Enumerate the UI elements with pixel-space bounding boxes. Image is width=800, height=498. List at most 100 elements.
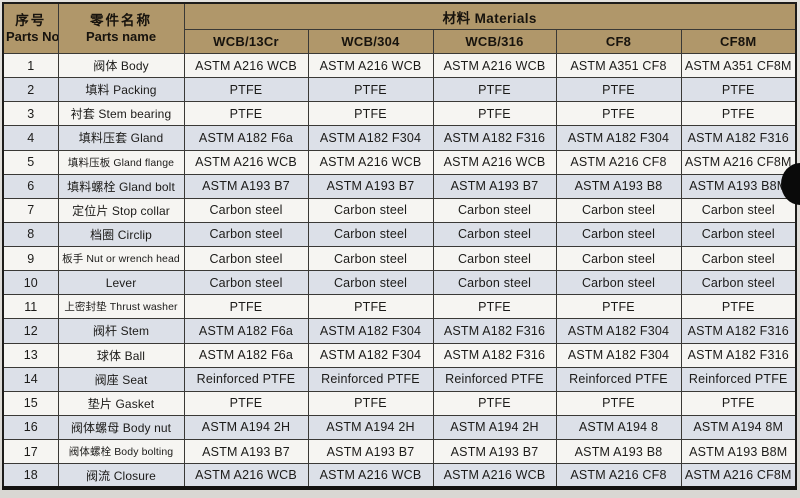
cell-material: ASTM A182 F304: [555, 125, 682, 151]
cell-parts-no: 15: [2, 390, 59, 416]
cell-material: ASTM A193 B8M: [680, 438, 797, 465]
cell-material: PTFE: [680, 101, 797, 127]
cell-material: PTFE: [183, 77, 309, 103]
cell-material: ASTM A216 WCB: [432, 463, 557, 489]
cell-material: Carbon steel: [307, 197, 434, 223]
cell-material: ASTM A216 WCB: [183, 52, 309, 79]
cell-material: ASTM A194 2H: [432, 414, 557, 441]
cell-parts-no: 9: [2, 245, 59, 272]
cell-parts-name: 板手 Nut or wrench head: [57, 245, 185, 272]
cell-material: Carbon steel: [555, 270, 682, 296]
cell-material: ASTM A351 CF8: [555, 52, 682, 79]
materials-table: 序号 Parts No. 零件名称 Parts name 材料 Material…: [2, 2, 797, 490]
cell-material: ASTM A216 CF8M: [680, 463, 797, 489]
cell-parts-no: 17: [2, 438, 59, 465]
cell-material: Reinforced PTFE: [680, 366, 797, 392]
cell-material: Carbon steel: [432, 197, 557, 223]
material-columns-row: WCB/13Cr WCB/304 WCB/316 CF8 CF8M: [3, 29, 797, 54]
cell-material: Carbon steel: [432, 221, 557, 248]
cell-parts-no: 8: [2, 221, 59, 248]
cell-material: PTFE: [555, 390, 682, 416]
cell-material: ASTM A182 F304: [307, 342, 434, 368]
cell-parts-name: 填料螺栓 Gland bolt: [57, 173, 185, 199]
cell-parts-name: 阀体螺栓 Body bolting: [57, 438, 185, 465]
cell-material: ASTM A216 WCB: [307, 149, 434, 175]
table-row: 1 阀体 Body ASTM A216 WCB ASTM A216 WCB ASTM A…: [2, 52, 797, 79]
cell-material: Reinforced PTFE: [555, 366, 682, 392]
cell-material: ASTM A216 CF8M: [680, 149, 797, 175]
cell-material: Reinforced PTFE: [307, 366, 434, 392]
cell-material: ASTM A193 B7: [307, 173, 434, 199]
cell-material: ASTM A182 F304: [555, 318, 682, 344]
table-row: 6 填料螺栓 Gland bolt ASTM A193 B7 ASTM A193 B7…: [2, 173, 797, 199]
cell-material: ASTM A216 WCB: [432, 52, 557, 79]
cell-parts-no: 12: [2, 318, 59, 344]
table-row: 18 阀流 Closure ASTM A216 WCB ASTM A216 WCB AS…: [2, 463, 797, 489]
cell-material: ASTM A193 B8: [555, 438, 682, 465]
cell-parts-name: Lever: [57, 270, 185, 296]
cell-material: ASTM A182 F6a: [183, 125, 309, 151]
cell-material: PTFE: [555, 101, 682, 127]
cell-parts-name: 档圈 Circlip: [57, 221, 185, 248]
cell-material: ASTM A182 F316: [432, 318, 557, 344]
cell-material: ASTM A351 CF8M: [680, 52, 797, 79]
cell-parts-no: 2: [2, 77, 59, 103]
cell-parts-name: 阀流 Closure: [57, 463, 185, 489]
cell-material: ASTM A182 F316: [680, 318, 797, 344]
table-row: 7 定位片 Stop collar Carbon steel Carbon steel…: [2, 197, 797, 223]
cell-material: PTFE: [183, 390, 309, 416]
cell-material: ASTM A182 F316: [680, 342, 797, 368]
cell-parts-name: 阀体螺母 Body nut: [57, 414, 185, 441]
header-material-column: CF8M: [680, 29, 797, 54]
header-material-column: WCB/316: [432, 29, 557, 54]
cell-material: Carbon steel: [432, 270, 557, 296]
table-row: 4 填料压套 Gland ASTM A182 F6a ASTM A182 F304 AS…: [2, 125, 797, 151]
table-row: 13 球体 Ball ASTM A182 F6a ASTM A182 F304 ASTM…: [2, 342, 797, 368]
cell-material: PTFE: [307, 390, 434, 416]
cell-parts-name: 填料 Packing: [57, 77, 185, 103]
cell-parts-name: 填料压套 Gland: [57, 125, 185, 151]
header-parts-no-en: Parts No.: [6, 28, 58, 44]
cell-parts-name: 定位片 Stop collar: [57, 197, 185, 223]
cell-material: ASTM A216 CF8: [555, 463, 682, 489]
cell-material: Carbon steel: [432, 245, 557, 272]
table-row: 14 阀座 Seat Reinforced PTFE Reinforced PTFE R…: [2, 366, 797, 392]
cell-material: ASTM A182 F316: [432, 125, 557, 151]
cell-parts-no: 6: [2, 173, 59, 199]
cell-material: ASTM A216 WCB: [307, 52, 434, 79]
cell-material: Carbon steel: [680, 221, 797, 248]
cell-material: PTFE: [183, 294, 309, 320]
cell-material: PTFE: [307, 294, 434, 320]
cell-material: Carbon steel: [680, 197, 797, 223]
cell-material: ASTM A194 2H: [183, 414, 309, 441]
cell-material: ASTM A182 F6a: [183, 318, 309, 344]
cell-material: PTFE: [432, 101, 557, 127]
cell-material: ASTM A193 B7: [432, 173, 557, 199]
cell-material: ASTM A182 F304: [307, 125, 434, 151]
cell-parts-name: 球体 Ball: [57, 342, 185, 368]
header-parts-name-en: Parts name: [85, 28, 157, 44]
cell-parts-no: 18: [2, 463, 59, 489]
cell-material: Carbon steel: [680, 270, 797, 296]
cell-material: Carbon steel: [183, 221, 309, 248]
cell-material: ASTM A216 WCB: [183, 463, 309, 489]
table-body: 1 阀体 Body ASTM A216 WCB ASTM A216 WCB ASTM A…: [2, 52, 797, 489]
cell-material: ASTM A182 F6a: [183, 342, 309, 368]
cell-material: ASTM A216 WCB: [432, 149, 557, 175]
cell-material: ASTM A182 F316: [680, 125, 797, 151]
cell-material: PTFE: [432, 390, 557, 416]
cell-material: ASTM A193 B8M: [680, 173, 797, 199]
cell-material: Carbon steel: [183, 270, 309, 296]
cell-material: Carbon steel: [307, 221, 434, 248]
table-row: 15 垫片 Gasket PTFE PTFE PTFE PTFE PTFE: [2, 390, 797, 416]
cell-parts-no: 13: [2, 342, 59, 368]
cell-parts-name: 阀座 Seat: [57, 366, 185, 392]
cell-material: Carbon steel: [183, 245, 309, 272]
table-row: 10 Lever Carbon steel Carbon steel Carbon st…: [2, 270, 797, 296]
cell-parts-name: 衬套 Stem bearing: [57, 101, 185, 127]
cell-material: PTFE: [555, 294, 682, 320]
cell-parts-name: 阀杆 Stem: [57, 318, 185, 344]
header-material-column: CF8: [555, 29, 682, 54]
cell-material: ASTM A193 B7: [183, 438, 309, 465]
